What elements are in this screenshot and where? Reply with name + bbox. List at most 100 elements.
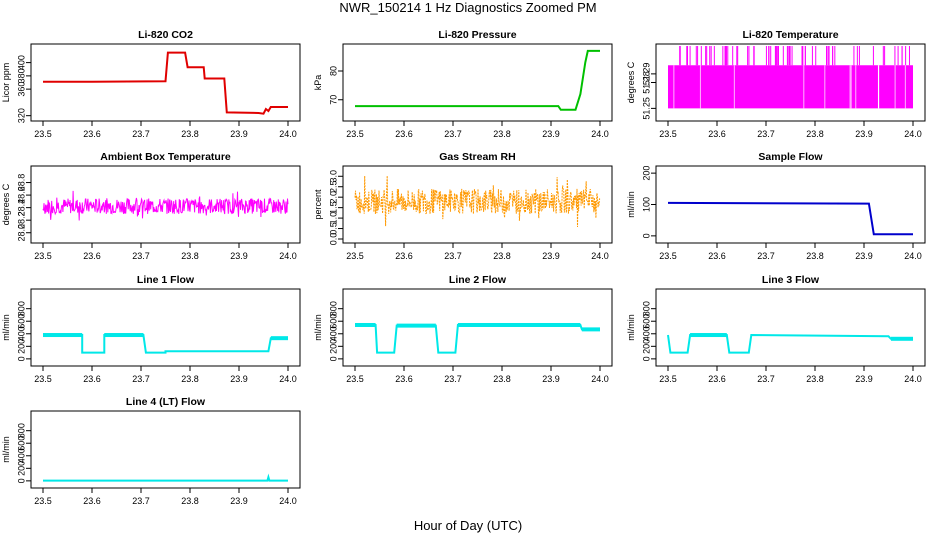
y-tick-label: 400 — [328, 326, 338, 341]
y-tick-label: 600 — [16, 314, 26, 329]
plot-frame — [342, 288, 613, 367]
series-group — [668, 46, 913, 109]
data-line — [667, 333, 913, 354]
y-tick-label: 800 — [641, 301, 651, 316]
x-tick-label: 23.8 — [806, 374, 824, 384]
chart-panel: Li-820 Temperature 23.5 23.6 23.7 23.8 23.9 24… — [626, 29, 926, 139]
x-tick-label: 23.8 — [806, 129, 824, 139]
y-tick-label: 600 — [641, 314, 651, 329]
plot-frame — [655, 165, 926, 244]
data-line — [667, 201, 913, 236]
x-tick-label: 23.7 — [444, 251, 462, 261]
chart-panel: Gas Stream RH 23.5 23.6 23.7 23.8 23.9 24.0 0.0… — [313, 151, 613, 261]
x-tick-label: 23.7 — [132, 496, 150, 506]
y-tick-label: 320 — [16, 108, 26, 123]
data-line — [43, 473, 288, 482]
y-tick-label: 200 — [16, 339, 26, 354]
x-tick-label: 23.6 — [395, 129, 413, 139]
plot-frame — [30, 288, 301, 367]
x-tick-label: 24.0 — [904, 374, 922, 384]
chart-title: Li-820 CO2 — [138, 29, 193, 41]
y-axis-label: degrees C — [1, 183, 11, 225]
y-tick-label: 28.2 — [16, 211, 26, 229]
y-tick-label: 0.5 — [328, 222, 338, 235]
x-tick-label: 23.9 — [855, 129, 873, 139]
data-line — [354, 175, 601, 228]
x-tick-label: 23.7 — [132, 374, 150, 384]
y-tick-label: 100 — [641, 197, 651, 212]
data-line — [43, 51, 288, 115]
y-tick-label: 400 — [16, 55, 26, 70]
x-tick-label: 23.5 — [34, 496, 52, 506]
series-group — [667, 333, 913, 354]
chart-panel: Ambient Box Temperature 23.5 23.6 23.7 23.8 2… — [1, 151, 301, 261]
chart-panel: Line 4 (LT) Flow 23.5 23.6 23.7 23.8 23.9 24.0… — [1, 396, 301, 506]
plot-frame — [655, 288, 926, 367]
x-tick-label: 24.0 — [591, 374, 609, 384]
y-tick-label: 600 — [328, 314, 338, 329]
chart-title: Line 1 Flow — [137, 274, 195, 286]
x-tick-label: 23.5 — [659, 129, 677, 139]
y-tick-label: 80 — [328, 66, 338, 76]
data-noise — [457, 322, 581, 327]
y-tick-label: 70 — [328, 95, 338, 105]
x-tick-label: 23.6 — [83, 374, 101, 384]
chart-title: Li-820 Pressure — [438, 29, 516, 41]
data-band — [668, 65, 913, 109]
x-tick-label: 23.6 — [708, 374, 726, 384]
plot-frame — [30, 165, 301, 244]
y-axis-label: ml/min — [626, 314, 636, 341]
x-tick-label: 23.5 — [34, 374, 52, 384]
y-tick-label: 0 — [16, 478, 26, 483]
y-tick-label: 400 — [16, 326, 26, 341]
y-tick-label: 2.5 — [328, 180, 338, 193]
chart-panel: Li-820 CO2 23.5 23.6 23.7 23.8 23.9 24.0 320 360… — [1, 29, 301, 139]
y-tick-label: 600 — [16, 436, 26, 451]
x-tick-label: 23.5 — [346, 251, 364, 261]
series-group — [43, 51, 288, 115]
x-tick-label: 23.8 — [181, 251, 199, 261]
y-tick-label: 28.0 — [16, 224, 26, 242]
y-axis-label: kPa — [313, 75, 323, 91]
series-group — [354, 175, 601, 228]
x-tick-label: 23.7 — [757, 251, 775, 261]
x-tick-label: 24.0 — [904, 251, 922, 261]
chart-panel: Line 3 Flow 23.5 23.6 23.7 23.8 23.9 24.0 0 2004… — [626, 274, 926, 384]
chart-title: Gas Stream RH — [439, 151, 515, 163]
y-axis-label: ml/min — [1, 436, 11, 463]
y-tick-label: 200 — [641, 166, 651, 181]
y-axis-label: Licor ppm — [1, 63, 11, 103]
data-noise — [270, 336, 288, 341]
x-tick-label: 23.7 — [444, 374, 462, 384]
x-tick-label: 24.0 — [279, 374, 297, 384]
y-tick-label: 0 — [641, 356, 651, 361]
x-tick-label: 23.7 — [132, 129, 150, 139]
y-tick-label: 400 — [641, 326, 651, 341]
y-tick-label: 51.28 — [641, 71, 651, 94]
x-tick-label: 23.5 — [346, 129, 364, 139]
y-tick-label: 1.0 — [328, 212, 338, 225]
data-noise — [581, 327, 600, 332]
x-tick-label: 23.9 — [542, 251, 560, 261]
x-tick-label: 23.9 — [230, 129, 248, 139]
x-tick-label: 23.8 — [181, 496, 199, 506]
x-tick-label: 23.9 — [230, 496, 248, 506]
y-axis-label: percent — [313, 189, 323, 220]
y-tick-label: 380 — [16, 68, 26, 83]
y-tick-label: 51.25 — [641, 97, 651, 120]
x-tick-label: 23.6 — [395, 251, 413, 261]
y-axis-label: ml/min — [1, 314, 11, 341]
chart-title: Ambient Box Temperature — [100, 151, 231, 163]
x-tick-label: 23.5 — [659, 251, 677, 261]
x-tick-label: 23.8 — [806, 251, 824, 261]
x-tick-label: 24.0 — [904, 129, 922, 139]
x-tick-label: 23.8 — [493, 251, 511, 261]
plot-frame — [342, 165, 613, 244]
y-tick-label: 200 — [16, 461, 26, 476]
y-tick-label: 360 — [16, 82, 26, 97]
y-tick-label: 1.5 — [328, 201, 338, 214]
x-tick-label: 23.9 — [855, 251, 873, 261]
x-tick-label: 23.6 — [83, 129, 101, 139]
x-tick-label: 23.7 — [132, 251, 150, 261]
